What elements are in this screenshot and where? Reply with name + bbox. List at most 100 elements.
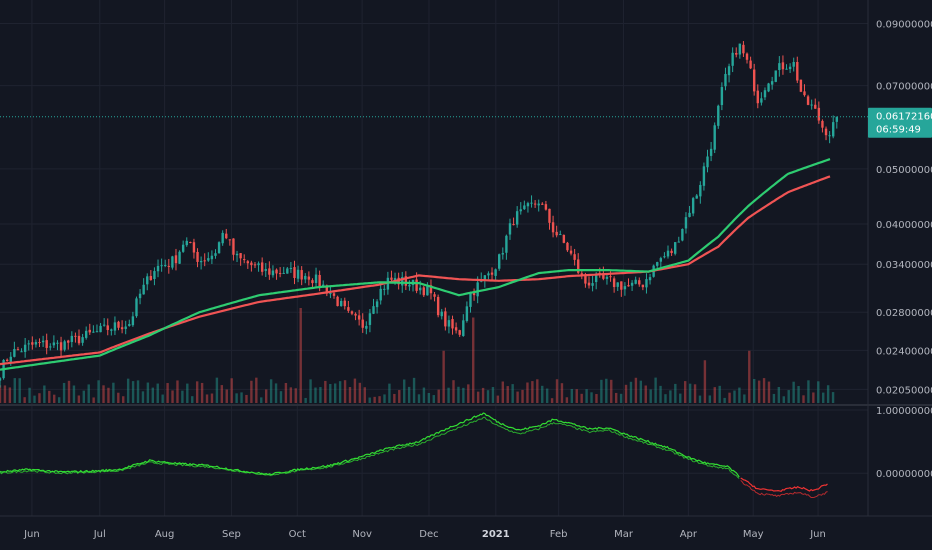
candle-body [803,91,806,96]
candle-body [368,313,372,325]
candle-body [476,282,479,297]
candle-body [515,211,519,225]
candle-body [577,259,580,273]
candle-body [343,300,346,307]
volume-bar [422,387,426,403]
volume-bar [462,387,465,403]
volume-bar [304,397,307,403]
volume-bar [77,395,81,403]
candle-body [375,301,379,308]
candle-body [131,316,135,326]
candle-body [821,120,824,128]
candle-body [533,203,537,205]
candle-body [656,262,659,266]
volume-bar [476,391,480,403]
volume-bar [38,393,41,403]
osc-tick-label: 1.00000000 [876,406,932,417]
candle-body [354,313,357,316]
candle-body [372,306,375,314]
candle-body [149,275,153,281]
volume-bar [210,393,214,403]
candle-body [189,241,192,243]
candle-body [498,254,501,269]
volume-bar [634,377,638,403]
candle-body [178,251,181,264]
volume-bar [728,392,731,403]
volume-bar [146,382,150,403]
candle-body [181,244,185,252]
volume-bar [225,389,228,403]
candle-body [447,320,451,327]
candle-body [544,204,548,210]
volume-bar [43,385,46,403]
candle-body [494,269,497,276]
candle-body [616,282,619,287]
candle-body [670,250,673,254]
volume-bar [432,395,435,403]
volume-bar [200,382,204,403]
osc-layer [0,412,828,498]
candle-body [835,116,839,122]
volume-bar [698,395,702,403]
volume-bar [817,381,820,403]
volume-bar [723,397,726,403]
candle-body [627,285,630,287]
candle-body [551,222,555,233]
volume-bar [353,378,357,403]
volume-bar [427,393,431,403]
volume-bar [334,383,337,403]
candle-body [106,325,109,331]
volume-bar [521,389,524,403]
volume-bar [240,392,243,403]
candle-body [454,327,458,331]
volume-bar [102,385,105,403]
time-tick-label: Jul [93,529,106,540]
candle-body [199,261,203,263]
volume-bar [166,383,169,403]
oscillator-line-secondary [0,416,740,479]
candle-body [418,287,422,291]
volume-bar [8,387,12,403]
volume-bar [107,387,110,403]
candle-body [314,274,318,283]
volume-bar [62,382,66,403]
candle-body [641,284,645,288]
candle-body [70,335,74,342]
price-tick-label: 0.02050000 [876,385,932,396]
candle-layer [0,41,839,388]
candle-body [699,184,702,197]
volume-bar [777,387,781,403]
volume-bar [748,350,751,403]
candle-body [63,341,66,350]
volume-bar [18,378,21,403]
candle-body [336,296,339,307]
volume-bar [639,380,643,403]
candle-body [128,324,131,326]
candle-body [232,238,235,255]
candle-body [720,87,724,106]
time-tick-label: Jun [809,529,826,540]
candle-body [760,98,763,103]
volume-bar [53,394,56,403]
candle-body [20,351,23,353]
grid-layer [0,0,932,517]
time-tick-label: Jun [23,529,40,540]
volume-bar [654,377,657,403]
candle-body [609,276,612,278]
candle-body [638,280,641,285]
volume-bar [112,382,115,403]
candle-body [666,250,670,257]
volume-bar [624,384,628,403]
candle-body [731,52,734,66]
volume-bar [82,390,85,403]
candle-body [630,282,634,286]
candle-body [774,70,777,82]
volume-bar [491,387,495,403]
candle-body [501,253,504,255]
volume-bar [274,383,278,403]
candle-body [268,268,271,275]
candle-body [260,262,264,272]
candle-body [361,319,364,328]
